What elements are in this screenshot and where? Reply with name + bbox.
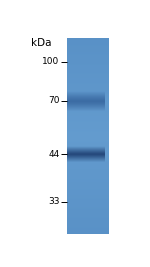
Text: 44: 44	[48, 150, 59, 159]
Text: 70: 70	[48, 96, 59, 105]
Text: 33: 33	[48, 197, 59, 206]
Text: kDa: kDa	[31, 38, 51, 48]
Text: 100: 100	[42, 57, 59, 66]
